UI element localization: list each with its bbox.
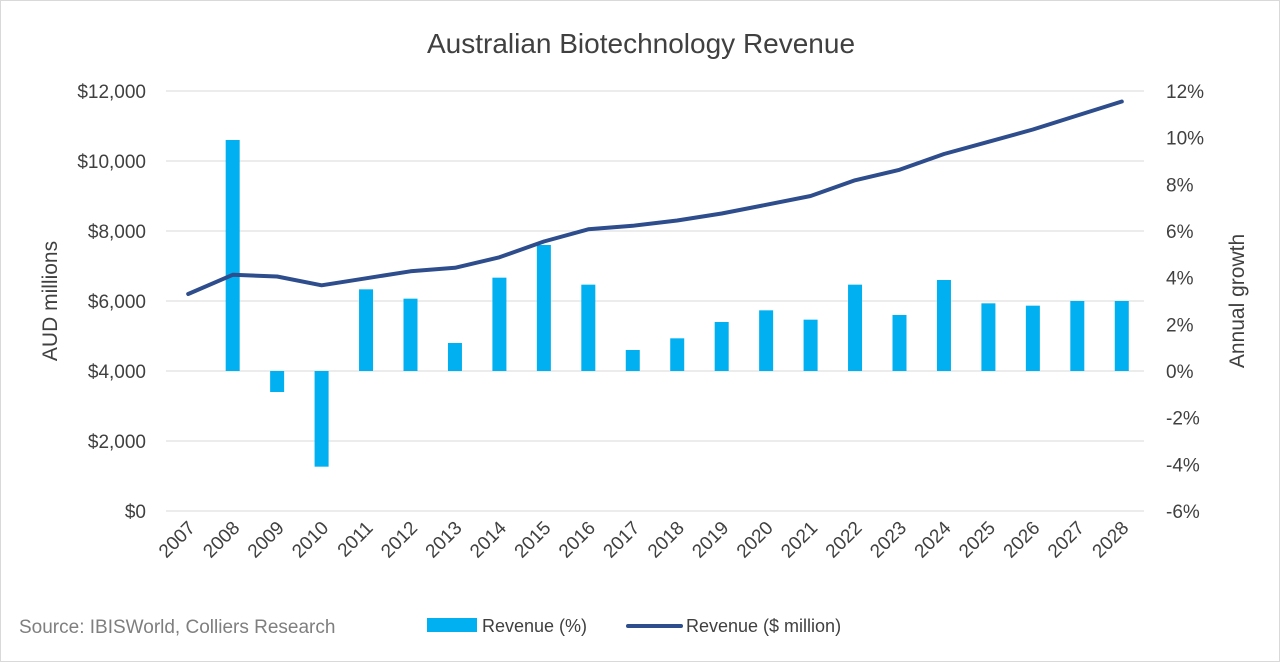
bar-2010 (314, 371, 329, 467)
bar-2022 (848, 284, 863, 371)
x-tick-label: 2016 (555, 518, 600, 563)
right-tick-label: 12% (1166, 82, 1204, 103)
x-tick-label: 2017 (600, 518, 645, 563)
left-tick-label: $10,000 (77, 152, 146, 173)
x-tick-label: 2011 (334, 518, 378, 562)
chart-title: Australian Biotechnology Revenue (427, 28, 855, 59)
x-tick-label: 2013 (422, 518, 467, 563)
x-tick-label: 2024 (911, 517, 956, 562)
right-axis-ticks: -6% -4% -2% 0% 2% 4% 6% 8% 10% 12% (1166, 82, 1204, 523)
x-tick-label: 2026 (1000, 518, 1045, 563)
right-tick-label: 0% (1166, 362, 1194, 383)
legend-swatch-bar (427, 618, 477, 632)
x-tick-label: 2008 (199, 518, 244, 563)
left-tick-label: $6,000 (88, 292, 146, 313)
right-tick-label: 2% (1166, 315, 1194, 336)
x-tick-label: 2021 (777, 518, 822, 563)
right-tick-label: -6% (1166, 502, 1200, 523)
right-tick-label: 4% (1166, 269, 1194, 290)
right-tick-label: 10% (1166, 129, 1204, 150)
bar-2019 (714, 322, 729, 371)
bar-2025 (981, 303, 996, 371)
left-axis-ticks: $0 $2,000 $4,000 $6,000 $8,000 $10,000 $12,000 (77, 82, 146, 523)
x-axis-ticks: 2007 2008 2009 2010 2011 2012 2013 2014 2015 2016… (155, 517, 1133, 562)
left-tick-label: $8,000 (88, 222, 146, 243)
bar-2020 (759, 310, 774, 371)
right-tick-label: 8% (1166, 175, 1194, 196)
line-series (186, 99, 1124, 296)
right-tick-label: 6% (1166, 222, 1194, 243)
x-tick-label: 2028 (1089, 518, 1134, 563)
legend-label-bar: Revenue (%) (482, 616, 587, 636)
bar-2017 (625, 350, 640, 371)
left-tick-label: $0 (125, 502, 146, 523)
revenue-line (186, 99, 1124, 296)
x-tick-label: 2019 (688, 518, 733, 563)
bar-2011 (359, 289, 374, 371)
bar-2026 (1025, 305, 1040, 371)
left-tick-label: $2,000 (88, 432, 146, 453)
bar-2028 (1114, 301, 1129, 371)
x-tick-label: 2022 (822, 518, 867, 563)
left-tick-label: $12,000 (77, 82, 146, 103)
bar-2023 (892, 315, 907, 371)
right-axis-title: Annual growth (1226, 234, 1249, 368)
right-tick-label: -2% (1166, 409, 1200, 430)
x-tick-label: 2020 (733, 518, 778, 563)
x-tick-label: 2010 (288, 518, 333, 563)
source-note: Source: IBISWorld, Colliers Research (19, 617, 335, 638)
bar-2012 (403, 298, 418, 371)
legend-label-line: Revenue ($ million) (686, 616, 841, 636)
bar-2018 (670, 338, 685, 371)
bar-2013 (447, 343, 462, 371)
bar-series (225, 140, 1129, 467)
bar-2016 (581, 284, 596, 371)
x-tick-label: 2015 (511, 518, 556, 563)
x-tick-label: 2009 (244, 518, 289, 563)
bar-2024 (936, 280, 951, 371)
bar-2021 (803, 319, 818, 371)
x-tick-label: 2018 (644, 518, 689, 563)
x-tick-label: 2025 (955, 518, 1000, 563)
bar-2008 (225, 140, 240, 371)
x-tick-label: 2027 (1044, 518, 1089, 563)
bar-2027 (1070, 301, 1085, 371)
x-tick-label: 2023 (866, 518, 911, 563)
legend: Revenue (%) Revenue ($ million) (427, 616, 841, 636)
bar-2015 (536, 245, 551, 371)
bar-2009 (270, 371, 285, 392)
x-tick-label: 2012 (377, 518, 422, 563)
bar-2014 (492, 277, 507, 371)
x-tick-label: 2007 (155, 518, 200, 563)
x-tick-label: 2014 (466, 517, 511, 562)
left-axis-title: AUD millions (39, 241, 62, 361)
left-tick-label: $4,000 (88, 362, 146, 383)
gridlines (166, 90, 1144, 512)
right-tick-label: -4% (1166, 455, 1200, 476)
